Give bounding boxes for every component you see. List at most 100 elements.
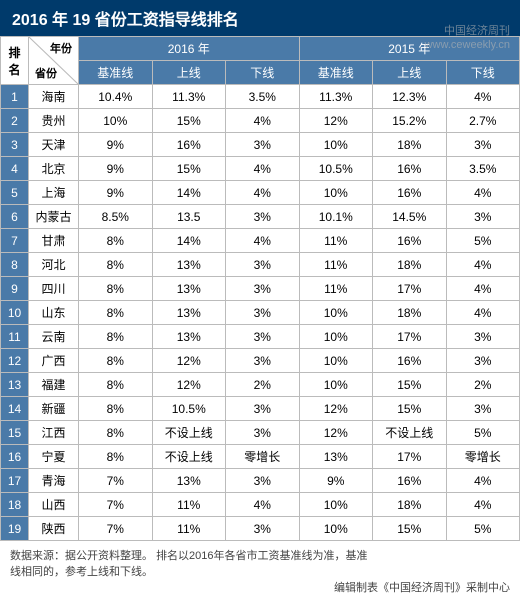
data-cell: 3.5% (446, 157, 520, 181)
data-cell: 16% (152, 133, 226, 157)
rank-cell: 3 (1, 133, 29, 157)
data-cell: 18% (373, 253, 447, 277)
data-cell: 11.3% (152, 85, 226, 109)
data-cell: 9% (79, 133, 153, 157)
wage-guideline-table: 排名 年份 省份 2016 年 2015 年 基准线 上线 下线 基准线 上线 … (0, 36, 520, 541)
data-cell: 15% (152, 109, 226, 133)
data-cell: 10% (79, 109, 153, 133)
data-cell: 4% (226, 109, 300, 133)
rank-cell: 16 (1, 445, 29, 469)
table-row: 9四川8%13%3%11%17%4% (1, 277, 520, 301)
data-cell: 3% (226, 325, 300, 349)
year-2015-header: 2015 年 (299, 37, 520, 61)
data-cell: 3% (226, 301, 300, 325)
rank-cell: 6 (1, 205, 29, 229)
data-cell: 18% (373, 493, 447, 517)
rank-cell: 7 (1, 229, 29, 253)
data-cell: 13% (152, 325, 226, 349)
data-cell: 7% (79, 517, 153, 541)
table-row: 7甘肃8%14%4%11%16%5% (1, 229, 520, 253)
data-cell: 3% (226, 349, 300, 373)
data-cell: 2.7% (446, 109, 520, 133)
data-cell: 8% (79, 325, 153, 349)
table-row: 2贵州10%15%4%12%15.2%2.7% (1, 109, 520, 133)
diag-year-label: 年份 (50, 40, 72, 56)
province-cell: 广西 (29, 349, 79, 373)
data-cell: 13.5 (152, 205, 226, 229)
province-cell: 海南 (29, 85, 79, 109)
data-cell: 3% (226, 277, 300, 301)
province-cell: 云南 (29, 325, 79, 349)
rank-cell: 5 (1, 181, 29, 205)
data-cell: 8% (79, 349, 153, 373)
table-row: 17青海7%13%3%9%16%4% (1, 469, 520, 493)
data-cell: 不设上线 (152, 445, 226, 469)
data-cell: 3% (226, 133, 300, 157)
data-cell: 4% (446, 181, 520, 205)
footnote-rank-note: 排名以2016年各省市工资基准线为准，基准 (156, 550, 367, 562)
data-cell: 4% (226, 493, 300, 517)
col-base-15: 基准线 (299, 61, 373, 85)
table-row: 5上海9%14%4%10%16%4% (1, 181, 520, 205)
data-cell: 11% (152, 493, 226, 517)
data-cell: 11% (299, 277, 373, 301)
rank-cell: 10 (1, 301, 29, 325)
province-cell: 江西 (29, 421, 79, 445)
footnote-credit: 编辑制表《中国经济周刊》采制中心 (334, 579, 510, 595)
data-cell: 8% (79, 445, 153, 469)
data-cell: 8% (79, 373, 153, 397)
data-cell: 15% (373, 517, 447, 541)
rank-cell: 19 (1, 517, 29, 541)
data-cell: 3% (446, 349, 520, 373)
year-2016-header: 2016 年 (79, 37, 300, 61)
data-cell: 16% (373, 469, 447, 493)
data-cell: 11.3% (299, 85, 373, 109)
table-row: 4北京9%15%4%10.5%16%3.5% (1, 157, 520, 181)
table-row: 6内蒙古8.5%13.53%10.1%14.5%3% (1, 205, 520, 229)
data-cell: 5% (446, 421, 520, 445)
table-row: 14新疆8%10.5%3%12%15%3% (1, 397, 520, 421)
province-cell: 陕西 (29, 517, 79, 541)
data-cell: 4% (446, 301, 520, 325)
data-cell: 18% (373, 133, 447, 157)
table-row: 10山东8%13%3%10%18%4% (1, 301, 520, 325)
data-cell: 4% (226, 157, 300, 181)
data-cell: 15.2% (373, 109, 447, 133)
rank-cell: 4 (1, 157, 29, 181)
data-cell: 3.5% (226, 85, 300, 109)
table-row: 19陕西7%11%3%10%15%5% (1, 517, 520, 541)
data-cell: 11% (299, 229, 373, 253)
table-row: 11云南8%13%3%10%17%3% (1, 325, 520, 349)
data-cell: 不设上线 (373, 421, 447, 445)
province-cell: 山西 (29, 493, 79, 517)
data-cell: 12.3% (373, 85, 447, 109)
rank-cell: 18 (1, 493, 29, 517)
rank-cell: 14 (1, 397, 29, 421)
data-cell: 2% (226, 373, 300, 397)
data-cell: 3% (446, 397, 520, 421)
data-cell: 14% (152, 229, 226, 253)
data-cell: 9% (79, 157, 153, 181)
diag-header: 年份 省份 (29, 37, 79, 85)
table-row: 15江西8%不设上线3%12%不设上线5% (1, 421, 520, 445)
data-cell: 8% (79, 277, 153, 301)
province-cell: 贵州 (29, 109, 79, 133)
data-cell: 10% (299, 133, 373, 157)
rank-cell: 13 (1, 373, 29, 397)
data-cell: 10% (299, 349, 373, 373)
data-cell: 5% (446, 229, 520, 253)
data-cell: 10.5% (299, 157, 373, 181)
data-cell: 12% (299, 421, 373, 445)
data-cell: 13% (299, 445, 373, 469)
data-cell: 4% (226, 229, 300, 253)
data-cell: 零增长 (446, 445, 520, 469)
rank-cell: 2 (1, 109, 29, 133)
data-cell: 9% (299, 469, 373, 493)
data-cell: 7% (79, 493, 153, 517)
rank-cell: 15 (1, 421, 29, 445)
data-cell: 17% (373, 445, 447, 469)
data-cell: 16% (373, 229, 447, 253)
data-cell: 15% (373, 373, 447, 397)
data-cell: 13% (152, 469, 226, 493)
data-cell: 9% (79, 181, 153, 205)
